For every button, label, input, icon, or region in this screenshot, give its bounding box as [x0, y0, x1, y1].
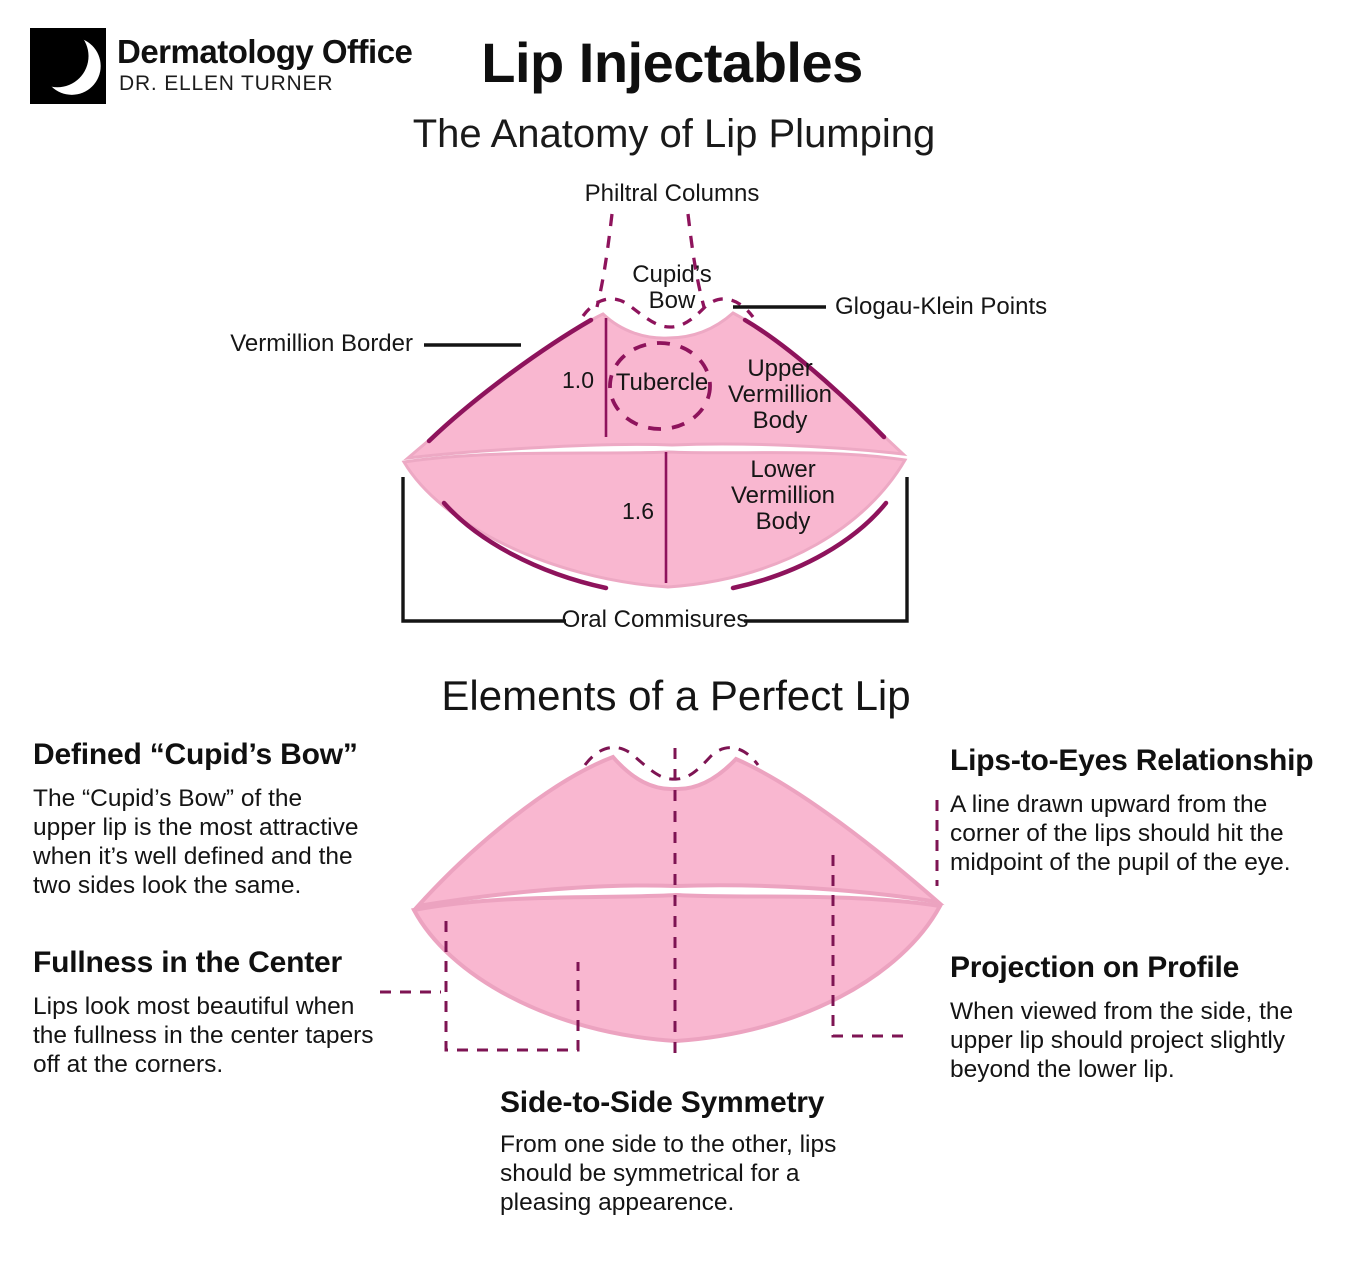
oral-commisures-bracket-left — [401, 477, 566, 623]
perfect-lower-lip-shape — [410, 892, 944, 1044]
label-tubercle: Tubercle — [615, 369, 709, 396]
cupids-bow-dash — [581, 297, 755, 329]
perfect-upper-lip-shape — [412, 754, 945, 909]
projection-pointer-dash — [831, 855, 908, 1038]
body-lips-to-eyes: A line drawn upward from the corner of t… — [950, 791, 1291, 876]
vermillion-border-accent-lines — [426, 317, 889, 591]
label-cupids-bow: Cupid’s Bow — [632, 261, 712, 314]
body-defined-cupids-bow: The “Cupid’s Bow” of the upper lip is th… — [33, 785, 359, 899]
perfect-lip-graphic — [380, 745, 945, 1058]
label-oral-commisures: Oral Commisures — [561, 606, 749, 633]
label-ratio-lower: 1.6 — [622, 498, 654, 524]
philtral-column-right-dash — [686, 213, 706, 308]
elements-section-title: Elements of a Perfect Lip — [441, 672, 911, 719]
brand-name: Dermatology Office — [117, 33, 413, 70]
heading-side-symmetry: Side-to-Side Symmetry — [500, 1086, 825, 1119]
anatomy-lip-graphic — [401, 213, 909, 623]
heading-lips-to-eyes: Lips-to-Eyes Relationship — [950, 744, 1314, 777]
page-title: Lip Injectables — [481, 31, 863, 94]
heading-defined-cupids-bow: Defined “Cupid’s Bow” — [33, 738, 358, 771]
tubercle-dashed-circle — [608, 341, 712, 431]
fullness-bracket-dash — [444, 921, 580, 1052]
crescent-icon — [30, 28, 101, 95]
ratio-measure-lines — [604, 318, 668, 583]
label-glogau-klein-points: Glogau-Klein Points — [835, 293, 1048, 320]
perfect-lip-dashed-annotations — [380, 745, 939, 1058]
label-philtral-columns: Philtral Columns — [584, 180, 760, 207]
oral-commisures-bracket-right — [744, 477, 909, 623]
philtral-column-left-dash — [595, 213, 614, 308]
anatomy-pointer-lines — [401, 305, 909, 623]
heading-projection-profile: Projection on Profile — [950, 951, 1240, 984]
page-subtitle: The Anatomy of Lip Plumping — [412, 112, 936, 156]
heading-fullness-center: Fullness in the Center — [33, 946, 342, 979]
label-ratio-upper: 1.0 — [562, 367, 594, 393]
dermatology-office-logo — [30, 28, 106, 104]
anatomy-dashed-annotations — [581, 213, 755, 431]
label-vermillion-border: Vermillion Border — [230, 330, 413, 357]
body-side-symmetry: From one side to the other, lips should … — [500, 1131, 837, 1216]
body-projection-profile: When viewed from the side, the upper lip… — [950, 998, 1294, 1083]
anatomy-lower-lip-shape — [401, 450, 908, 589]
body-fullness-center: Lips look most beautiful when the fullne… — [33, 993, 374, 1078]
label-upper-vermillion-body: Upper Vermillion Body — [727, 355, 833, 434]
brand-doctor: DR. ELLEN TURNER — [119, 72, 334, 95]
label-lower-vermillion-body: Lower Vermillion Body — [730, 456, 836, 535]
